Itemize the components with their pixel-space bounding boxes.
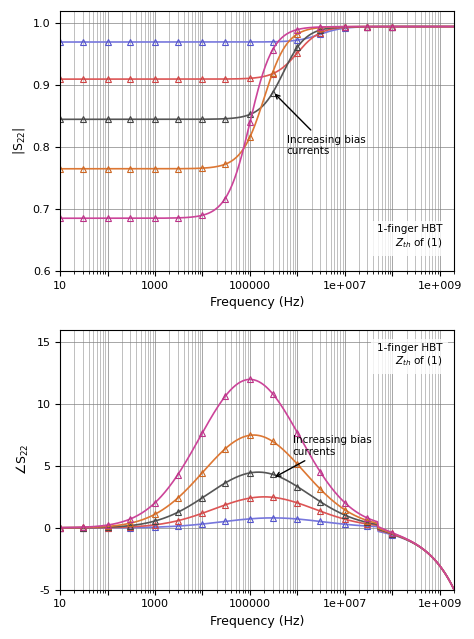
Y-axis label: ∠S$_{22}$: ∠S$_{22}$ — [15, 444, 31, 475]
Y-axis label: |S$_{22}$|: |S$_{22}$| — [11, 127, 27, 155]
Text: 1-finger HBT
$Z_{th}$ of (1): 1-finger HBT $Z_{th}$ of (1) — [377, 343, 442, 369]
Text: Increasing bias
currents: Increasing bias currents — [275, 95, 365, 157]
X-axis label: Frequency (Hz): Frequency (Hz) — [210, 296, 304, 309]
Text: 1-finger HBT
$Z_{th}$ of (1): 1-finger HBT $Z_{th}$ of (1) — [377, 224, 442, 250]
X-axis label: Frequency (Hz): Frequency (Hz) — [210, 615, 304, 628]
Text: Increasing bias
currents: Increasing bias currents — [276, 435, 372, 476]
